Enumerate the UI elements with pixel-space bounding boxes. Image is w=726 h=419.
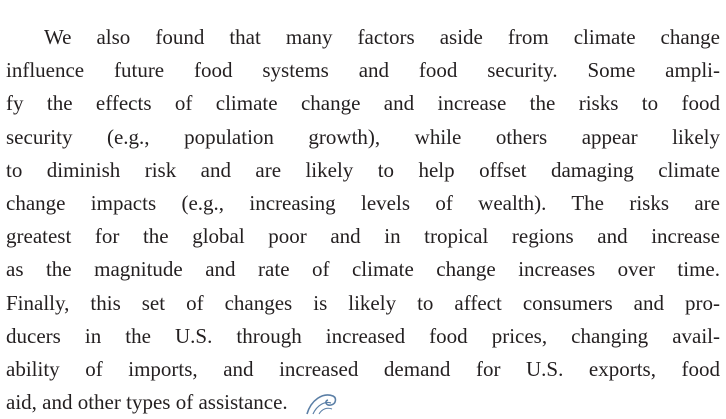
text-line: to diminish risk and are likely to help … bbox=[6, 157, 720, 182]
text-line: security (e.g., population growth), whil… bbox=[6, 124, 720, 149]
text-line: We also found that many factors aside fr… bbox=[44, 25, 720, 49]
text-line: greatest for the global poor and in trop… bbox=[6, 224, 720, 249]
paragraph: We also found that many factors aside fr… bbox=[6, 21, 720, 419]
text-line: aid, and other types of assistance. bbox=[6, 390, 288, 415]
text-line: as the magnitude and rate of climate cha… bbox=[6, 257, 720, 282]
text-line: change impacts (e.g., increasing levels … bbox=[6, 190, 720, 215]
text-line: Finally, this set of changes is likely t… bbox=[6, 290, 720, 315]
section-end-icon bbox=[306, 394, 337, 415]
text-line: influence future food systems and food s… bbox=[6, 58, 720, 83]
text-line: fy the effects of climate change and inc… bbox=[6, 91, 720, 116]
text-line: ducers in the U.S. through increased foo… bbox=[6, 323, 720, 348]
text-line: ability of imports, and increased demand… bbox=[6, 356, 720, 381]
